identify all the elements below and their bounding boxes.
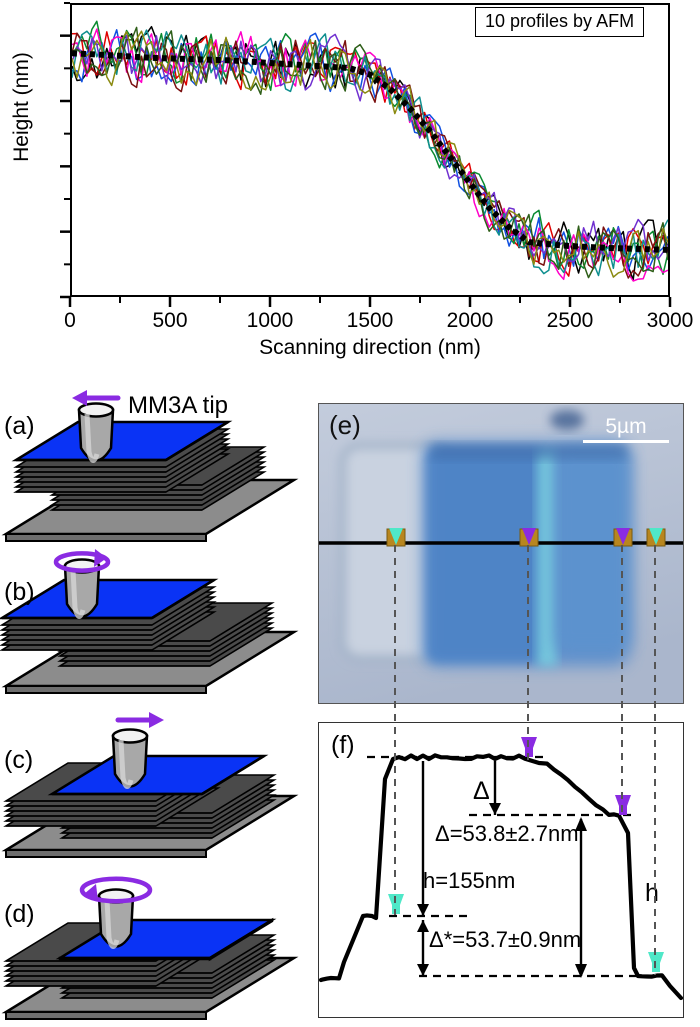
plot-area [72,20,668,282]
panel-letter-a: (a) [4,412,35,440]
schematic-svg-d [1,876,299,1020]
schematic-panel-c: (c) [0,710,312,870]
schematic-panel-b: (b) [0,540,312,700]
schematic-svg-c [1,712,299,858]
x-tick-label: 1500 [346,309,394,332]
x-tick-label: 1000 [246,309,294,332]
micrograph-image [319,404,683,703]
height-profile-panel: (f) Δ Δ=53.8±2.7nm h=155nm Δ*=53.7±0.9nm… [318,722,684,1018]
schematic-panel-a: (a) MM3A tip [0,388,312,548]
x-tick-label: 500 [152,309,188,332]
schematic-panel-d: (d) [0,862,312,1022]
panel-letter-c: (c) [4,746,34,774]
schematic-svg-b [0,549,299,694]
scale-bar-label: 5µm [605,415,647,438]
h-arrow-label: h [645,879,659,907]
scale-bar-line [583,440,669,443]
h-value-label: h=155nm [423,868,516,893]
scale-bar: 5µm [583,416,669,443]
panel-letter-d: (d) [4,900,35,928]
x-tick-label: 2500 [546,309,594,332]
panel-letter-f: (f) [331,731,355,759]
schematic-svg-a [1,390,299,542]
legend-label: 10 profiles by AFM [485,11,635,31]
axis-ticks [60,2,672,307]
x-axis-label: Scanning direction (nm) [259,336,481,359]
x-tick-label: 0 [64,309,76,332]
chart-legend: 10 profiles by AFM [475,7,645,37]
panel-letter-e: (e) [329,410,361,440]
plot-frame [70,3,670,297]
profile-trace-svg [319,737,683,1001]
panel-letter-b: (b) [4,578,35,606]
delta-star-value-label: Δ*=53.7±0.9nm [429,927,582,952]
delta-symbol-label: Δ [473,777,490,805]
optical-micrograph-panel: (e) 5µm [318,403,684,704]
x-tick-label: 2000 [446,309,494,332]
x-tick-label: 3000 [646,309,694,332]
delta-value-label: Δ=53.8±2.7nm [435,821,579,846]
mm3a-tip-label: MM3A tip [128,392,229,419]
afm-profiles-chart: Height (nm) 0102030400500100015002000250… [0,0,700,372]
